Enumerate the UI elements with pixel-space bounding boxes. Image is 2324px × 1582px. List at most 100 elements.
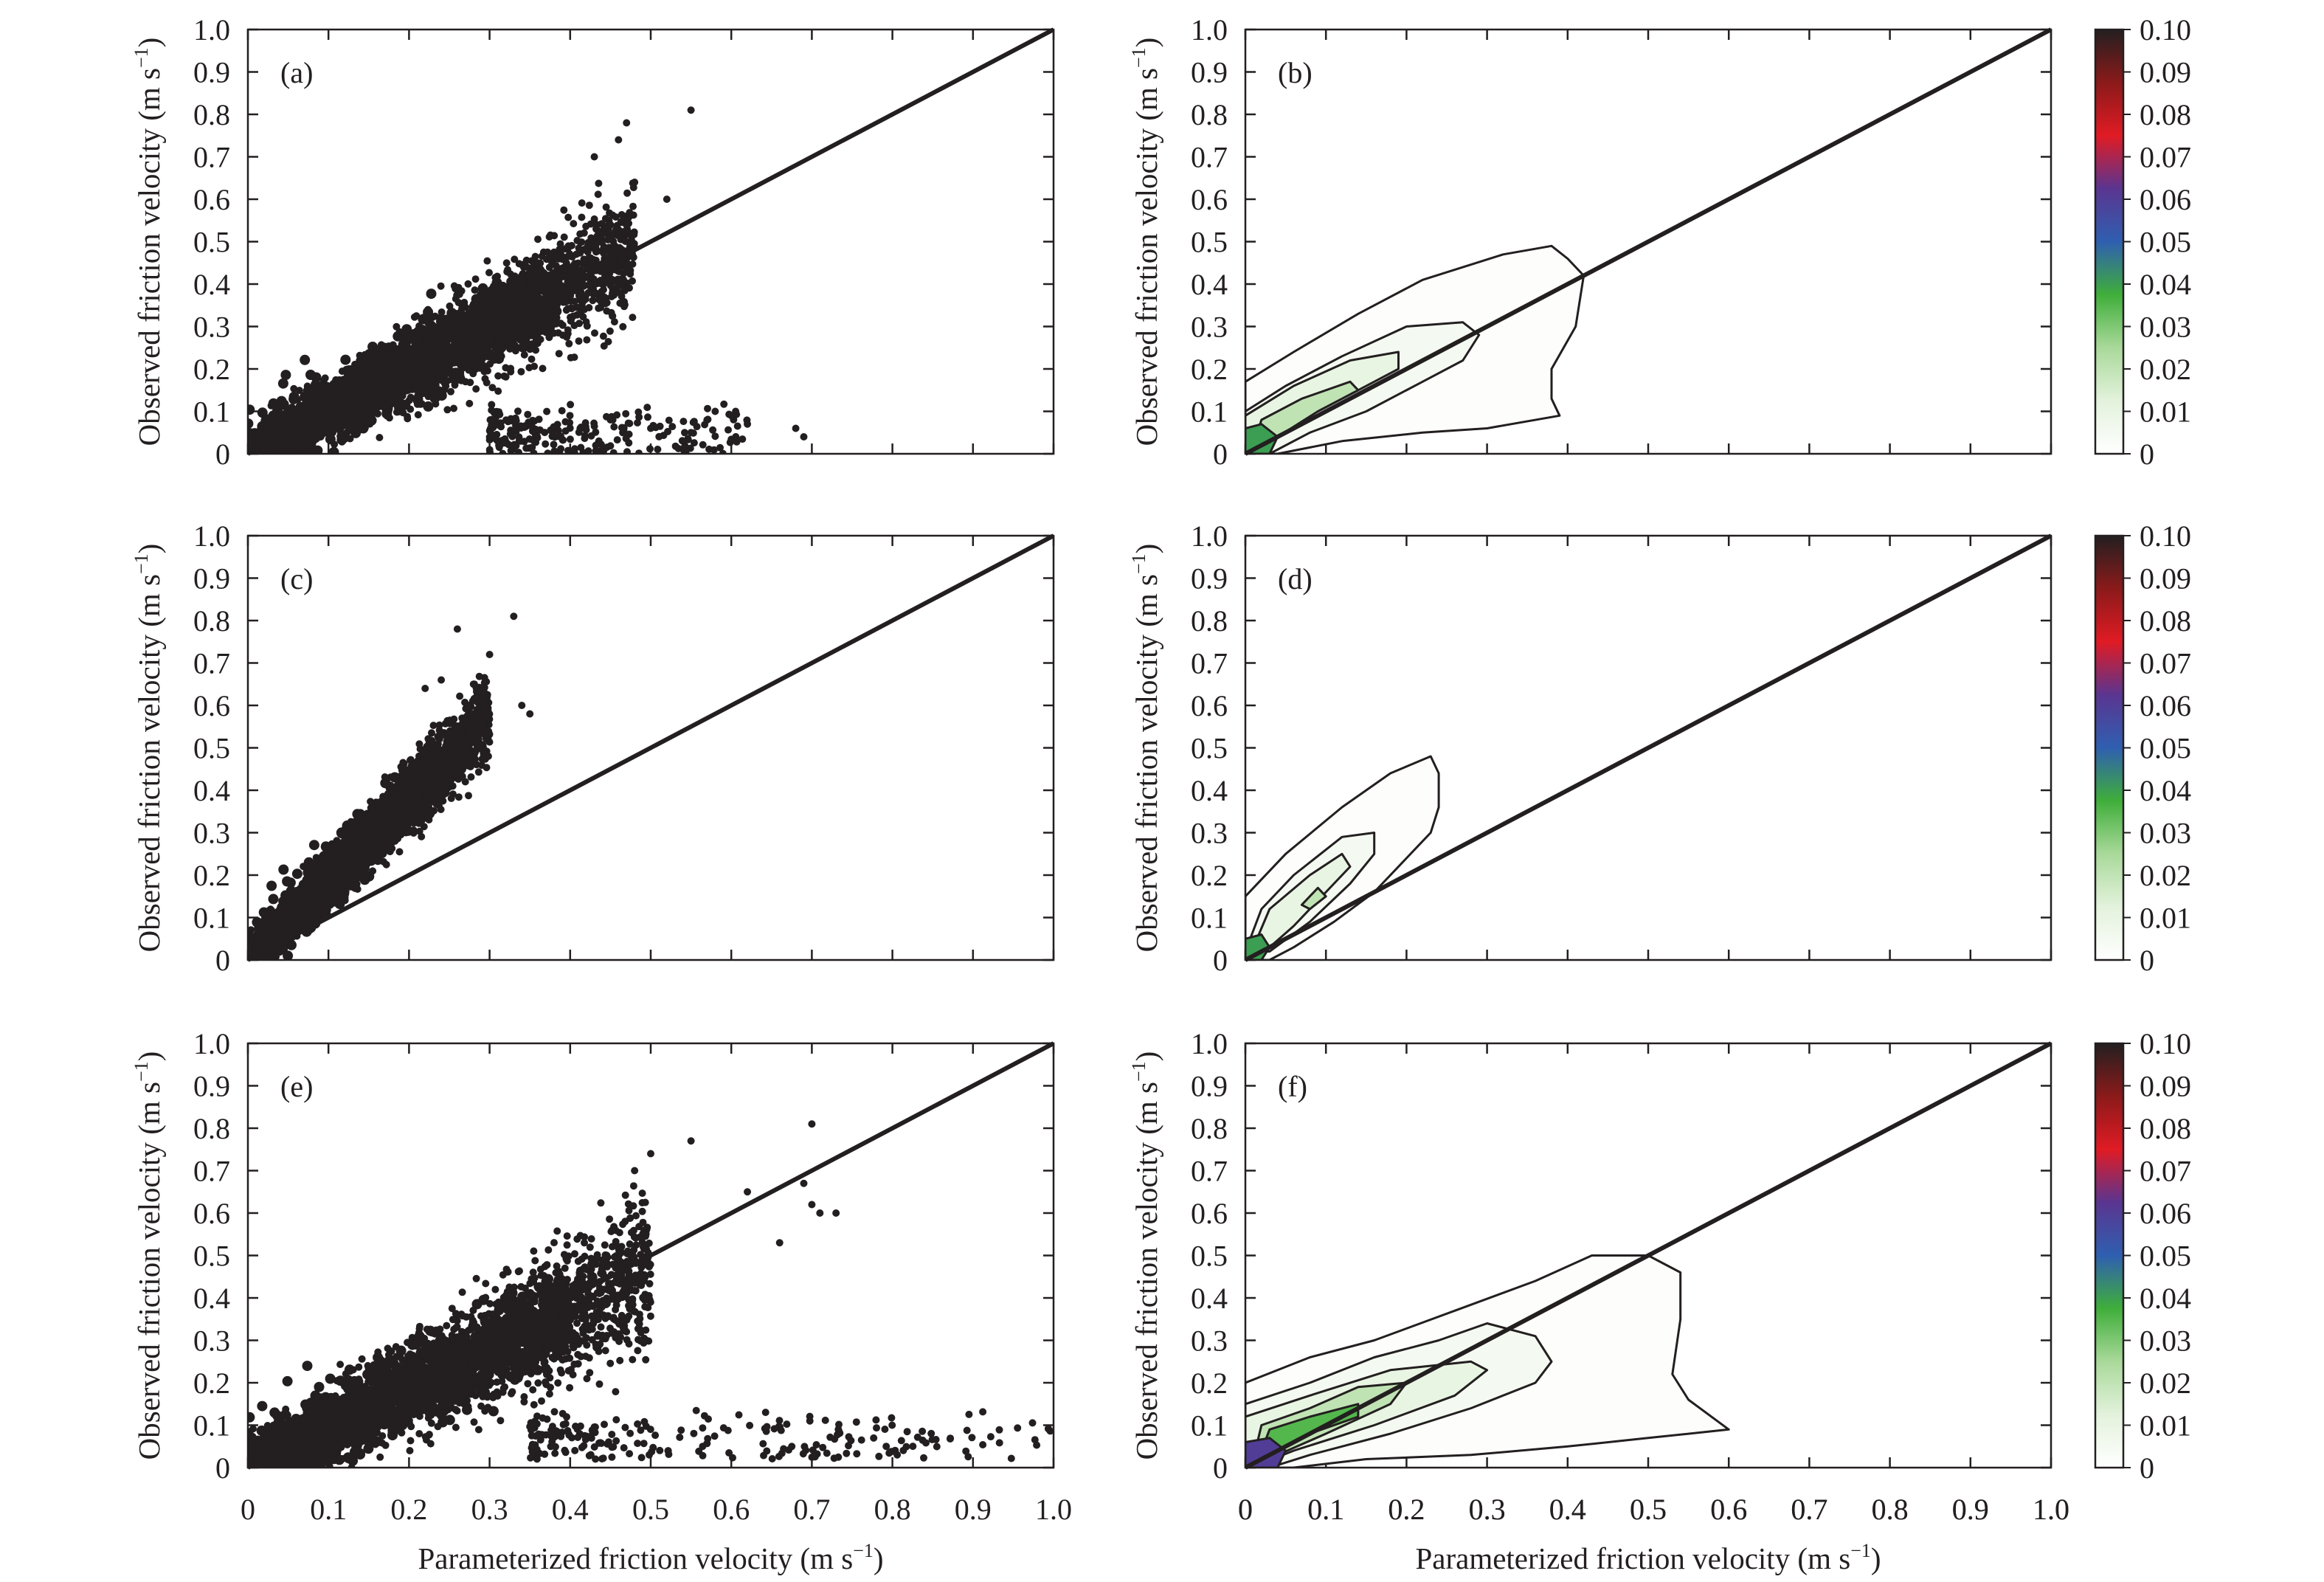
- scatter-point: [486, 286, 497, 297]
- y-tick-label: 0.8: [193, 604, 230, 638]
- scatter-point: [564, 245, 572, 253]
- scatter-point: [592, 441, 600, 449]
- colorbar-tick-label: 0.05: [2140, 1240, 2191, 1273]
- scatter-point: [571, 445, 578, 453]
- scatter-point: [665, 416, 673, 424]
- scatter-point: [449, 356, 460, 367]
- scatter-point: [503, 268, 511, 276]
- scatter-point: [581, 432, 589, 440]
- scatter-point: [528, 355, 536, 363]
- scatter-point: [530, 449, 538, 454]
- scatter-point: [607, 233, 615, 241]
- scatter-point: [407, 393, 415, 401]
- scatter-point: [494, 387, 502, 396]
- scatter-point: [404, 415, 412, 423]
- scatter-point: [358, 422, 369, 433]
- panels: 00.10.20.30.40.50.60.70.80.91.0Observed …: [131, 13, 2069, 1526]
- colorbar-tick-label: 0.07: [2140, 141, 2191, 174]
- scatter-point: [499, 449, 507, 454]
- scatter-point: [520, 350, 528, 359]
- scatter-point: [615, 136, 623, 144]
- scatter-point: [336, 415, 347, 426]
- colorbar-tick-label: 0.06: [2140, 183, 2191, 216]
- scatter-point: [414, 411, 422, 419]
- scatter-point: [643, 404, 651, 412]
- scatter-points: [248, 612, 534, 960]
- scatter-point: [727, 412, 736, 420]
- scatter-point: [594, 190, 602, 198]
- scatter-point: [573, 250, 581, 258]
- scatter-point: [450, 373, 461, 384]
- scatter-point: [591, 329, 598, 337]
- y-tick-label: 0.7: [193, 141, 230, 174]
- scatter-point: [421, 326, 432, 337]
- scatter-point: [466, 399, 474, 407]
- scatter-point: [629, 202, 637, 210]
- scatter-point: [418, 376, 429, 387]
- scatter-point: [609, 312, 617, 320]
- y-tick-label: 1.0: [193, 13, 230, 46]
- scatter-point: [507, 446, 515, 454]
- scatter-point: [437, 282, 445, 290]
- scatter-point: [681, 429, 688, 437]
- scatter-point: [679, 446, 688, 454]
- scatter-point: [560, 233, 568, 241]
- scatter-point: [578, 199, 586, 207]
- scatter-point: [557, 432, 564, 441]
- scatter-point: [609, 211, 617, 219]
- scatter-point: [464, 280, 472, 288]
- y-tick-label: 0.3: [193, 311, 230, 344]
- scatter-point: [609, 277, 618, 286]
- scatter-point: [579, 313, 587, 321]
- colorbar-tick-label: 0: [2140, 438, 2154, 471]
- colorbar-tick-label: 0: [2140, 1451, 2154, 1485]
- scatter-point: [726, 438, 734, 446]
- scatter-point: [356, 379, 367, 390]
- colorbar-gradient: [2094, 28, 2125, 455]
- scatter-point: [522, 444, 530, 452]
- scatter-point: [587, 234, 595, 242]
- scatter-point: [507, 365, 515, 373]
- scatter-point: [597, 280, 605, 288]
- scatter-point: [468, 310, 479, 321]
- scatter-point: [533, 434, 542, 442]
- scatter-point: [618, 211, 626, 218]
- scatter-point: [528, 285, 539, 296]
- scatter-point: [467, 773, 475, 781]
- scatter-point: [485, 269, 493, 277]
- scatter-point: [668, 423, 677, 431]
- scatter-point: [590, 419, 598, 427]
- scatter-point: [454, 793, 463, 801]
- scatter-point: [654, 446, 662, 453]
- scatter-point: [429, 722, 438, 730]
- scatter-point: [485, 446, 494, 454]
- scatter-point: [350, 415, 362, 426]
- scatter-point: [300, 354, 311, 365]
- y-tick-label: 1.0: [193, 519, 230, 553]
- scatter-point: [314, 426, 325, 438]
- scatter-point: [515, 449, 522, 454]
- scatter-point: [308, 402, 319, 412]
- scatter-point: [415, 740, 423, 748]
- scatter-point: [567, 401, 575, 409]
- y-tick-label: 0.2: [193, 859, 230, 892]
- scatter-point: [336, 435, 347, 446]
- y-tick-label: 0: [215, 438, 230, 471]
- scatter-point: [503, 336, 514, 347]
- scatter-point: [450, 404, 457, 412]
- scatter-point: [587, 254, 595, 262]
- scatter-point: [511, 255, 519, 263]
- y-tick-label: 0.4: [193, 268, 230, 301]
- scatter-point: [413, 326, 423, 337]
- colorbar-gradient: [2094, 1042, 2125, 1469]
- scatter-point: [622, 435, 630, 443]
- scatter-point: [277, 378, 288, 389]
- y-tick-label: 0.3: [193, 817, 230, 850]
- scatter-point: [466, 322, 477, 333]
- scatter-point: [466, 379, 474, 387]
- scatter-point: [305, 370, 316, 380]
- scatter-point: [601, 272, 609, 280]
- colorbar: 00.010.020.030.040.050.060.070.080.090.1…: [2094, 1027, 2191, 1485]
- scatter-point: [629, 314, 637, 322]
